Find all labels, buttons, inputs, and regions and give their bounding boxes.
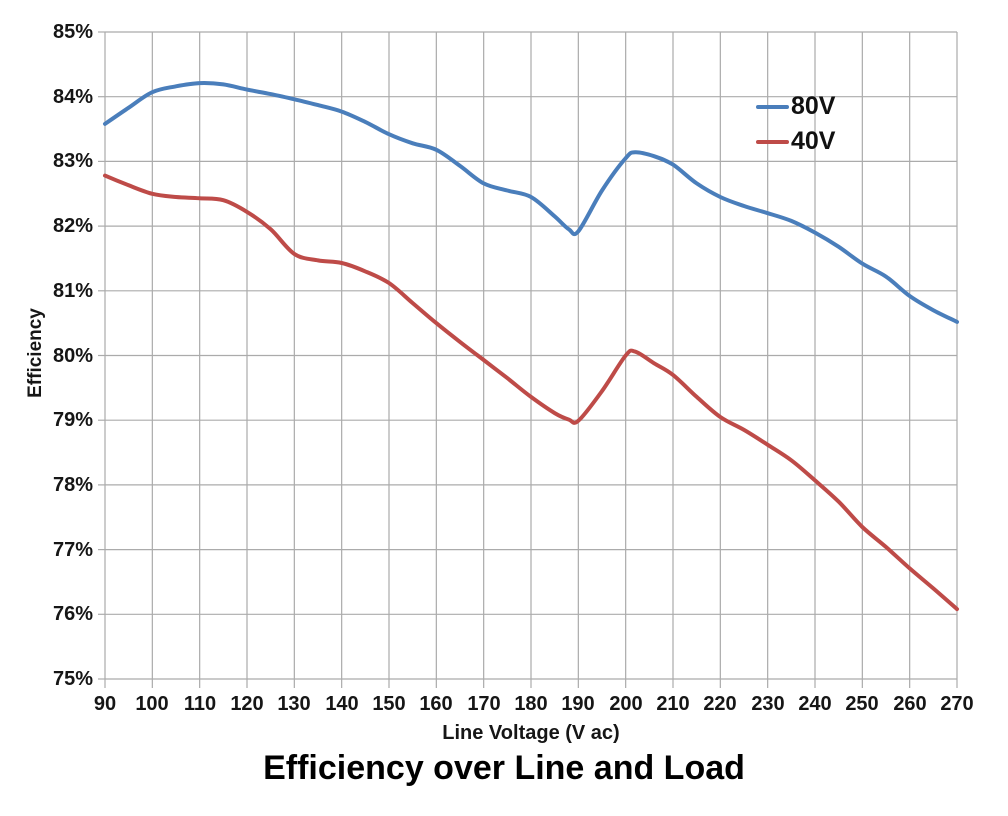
x-tick-label: 220	[703, 693, 737, 715]
x-tick-label: 120	[230, 693, 264, 715]
x-tick-label: 170	[467, 693, 501, 715]
x-tick-label: 240	[798, 693, 832, 715]
y-tick-label: 82%	[52, 215, 93, 237]
x-tick-label: 260	[893, 693, 927, 715]
series-line-40v	[103, 173, 959, 612]
x-tick-label: 100	[135, 693, 169, 715]
x-tick-label: 250	[845, 693, 879, 715]
x-tick-label: 110	[183, 693, 217, 715]
x-tick-label: 90	[93, 693, 117, 715]
legend-label-40v: 40V	[791, 127, 836, 155]
y-tick-label: 85%	[52, 21, 93, 43]
axis-ticks	[98, 31, 958, 688]
y-tick-label: 80%	[52, 345, 93, 367]
legend-line-swatch-40v	[756, 139, 789, 144]
legend-line-swatch-80v	[756, 104, 789, 109]
x-tick-label: 230	[751, 693, 785, 715]
x-tick-label: 140	[325, 693, 359, 715]
legend-item-80v: 80V	[756, 91, 835, 122]
series-line-80v	[103, 81, 959, 324]
x-tick-label: 200	[609, 693, 643, 715]
y-tick-label: 77%	[52, 539, 93, 561]
gridlines	[104, 31, 958, 680]
y-tick-label: 78%	[52, 474, 93, 496]
y-tick-label: 81%	[52, 280, 93, 302]
x-tick-label: 150	[372, 693, 406, 715]
x-tick-label: 130	[277, 693, 311, 715]
chart-title: Efficiency over Line and Load	[263, 749, 745, 787]
y-tick-label: 84%	[52, 86, 93, 108]
y-tick-label: 83%	[52, 150, 93, 172]
x-tick-label: 160	[419, 693, 453, 715]
legend-label-80v: 80V	[791, 92, 836, 120]
y-tick-label: 79%	[52, 409, 93, 431]
y-axis-title: Efficiency	[25, 308, 46, 398]
legend: 80V 40V	[756, 91, 835, 161]
x-axis-title: Line Voltage (V ac)	[442, 722, 620, 744]
y-tick-label: 76%	[52, 603, 93, 625]
x-tick-label: 180	[514, 693, 548, 715]
x-tick-label: 270	[940, 693, 974, 715]
legend-item-40v: 40V	[756, 126, 835, 157]
x-tick-label: 190	[561, 693, 595, 715]
series-lines	[103, 81, 959, 612]
x-tick-label: 210	[656, 693, 690, 715]
y-tick-label: 75%	[52, 668, 93, 690]
